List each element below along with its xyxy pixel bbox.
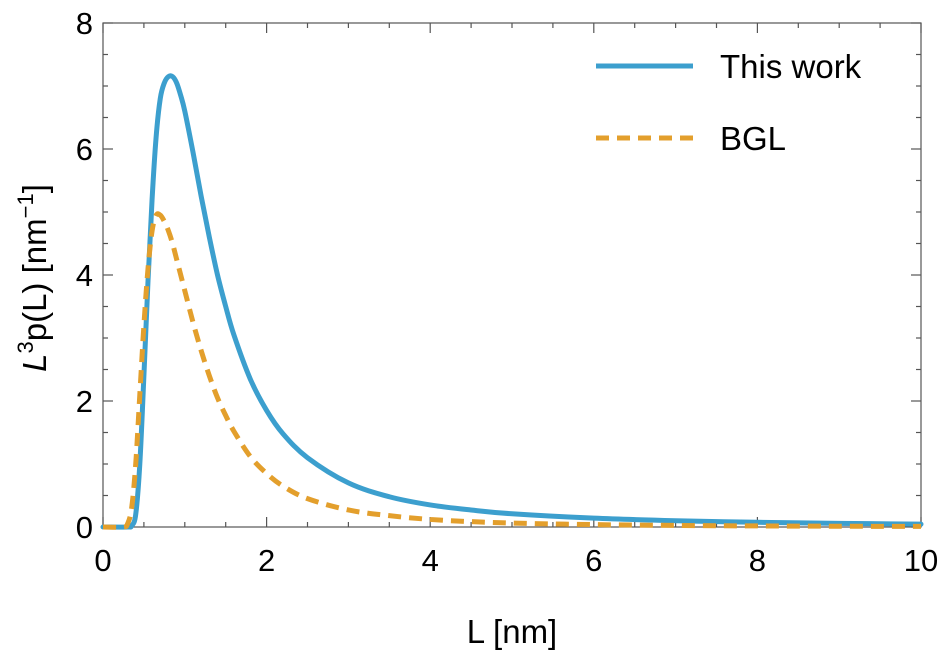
- series-line-this-work: [100, 73, 924, 530]
- plot-frame: [102, 22, 922, 528]
- tick-labels: 0 2 4 6 8 10 0 2 4 6 8: [76, 6, 938, 578]
- x-tick-label: 8: [749, 543, 766, 578]
- y-axis-title-sup: 3: [13, 341, 38, 353]
- y-tick-label: 6: [76, 132, 93, 167]
- x-tick-label: 2: [258, 543, 275, 578]
- y-axis-title: L3p(L) [nm−1]: [13, 184, 53, 372]
- y-tick-label: 0: [76, 510, 93, 545]
- plot-area-border: [102, 22, 922, 528]
- x-tick-label: 0: [94, 543, 111, 578]
- x-axis-title: L [nm]: [467, 613, 557, 650]
- y-axis-title-base: L: [16, 354, 53, 372]
- y-axis-title-sup2: −1: [13, 193, 38, 218]
- x-tick-label: 6: [585, 543, 602, 578]
- x-tick-label: 10: [904, 543, 938, 578]
- y-tick-label: 2: [76, 384, 93, 419]
- y-tick-label: 4: [76, 258, 93, 293]
- series-line-bgl: [102, 211, 922, 530]
- legend-label-bgl: BGL: [720, 120, 786, 157]
- legend-label-this-work: This work: [720, 48, 862, 85]
- legend: This work BGL: [596, 48, 862, 157]
- x-tick-label: 4: [422, 543, 439, 578]
- y-tick-label: 8: [76, 6, 93, 41]
- y-axis-title-end: ]: [16, 184, 53, 193]
- y-axis-title-mid: p(L) [nm: [16, 218, 53, 341]
- axis-ticks: [102, 22, 922, 528]
- series-lines: [100, 73, 924, 530]
